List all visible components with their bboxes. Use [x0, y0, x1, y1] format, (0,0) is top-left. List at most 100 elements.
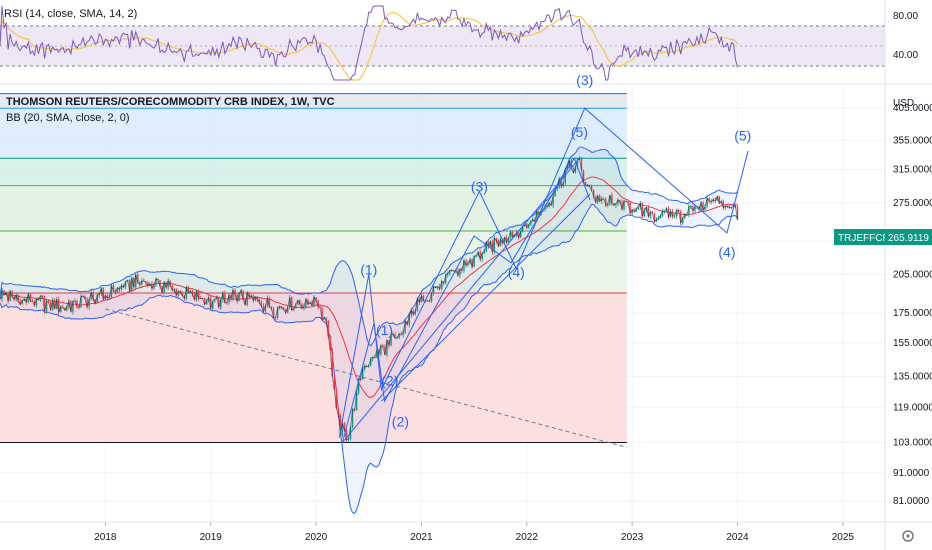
candle-body-287 [580, 158, 583, 171]
wave-label-1: (1) [376, 322, 393, 338]
candle-body-171 [345, 430, 348, 441]
candle-body-95 [191, 291, 194, 295]
candle-body-363 [734, 204, 737, 207]
candle-body-324 [655, 219, 658, 222]
bb-fill [0, 146, 738, 514]
candle-body-317 [641, 203, 643, 217]
dashed-trendline[interactable] [105, 308, 628, 448]
candle-body-149 [301, 304, 303, 309]
candle-body-332 [671, 211, 674, 217]
candle-body-49 [98, 293, 100, 296]
candle-body-265 [536, 211, 538, 222]
candle-body-360 [728, 206, 731, 208]
candle-body-130 [262, 306, 265, 312]
candle-body-93 [187, 287, 190, 294]
fib-zone-0 [0, 93, 627, 109]
wave-label-9: (5) [734, 127, 751, 143]
currency-label: USD [893, 98, 914, 109]
candle-body-42 [84, 296, 86, 299]
candle-body-244 [493, 238, 496, 253]
wave-path-primary[interactable] [338, 107, 749, 438]
candle-body-213 [430, 293, 433, 302]
candle-body-364 [736, 206, 739, 220]
candle-body-138 [278, 306, 281, 309]
candle-body-263 [532, 219, 534, 222]
time-axis[interactable]: 2018 2019 2020 2021 2022 2023 2024 2025 [94, 522, 854, 543]
candle-body-334 [676, 209, 678, 216]
candle-body-83 [167, 280, 169, 288]
candle-body-241 [487, 242, 489, 247]
candle-body-68 [137, 274, 139, 283]
wave-path-secondary[interactable] [341, 157, 591, 443]
candle-body-338 [684, 214, 686, 218]
candle-body-118 [238, 293, 240, 302]
candle-body-243 [491, 241, 494, 253]
candle-body-256 [517, 232, 520, 238]
channel-line-upper[interactable] [342, 157, 580, 443]
candle-body-246 [497, 240, 500, 247]
candle-body-184 [372, 357, 374, 359]
candle-body-26 [51, 300, 54, 310]
candle-body-132 [266, 298, 269, 306]
candle-body-292 [590, 186, 593, 191]
candle-body-337 [682, 217, 684, 224]
candle-body-158 [319, 306, 321, 308]
candle-body-207 [418, 298, 421, 303]
candle-body-281 [568, 160, 571, 168]
candle-body-4 [7, 292, 9, 302]
price-axis[interactable]: 405.0000355.0000315.0000275.0000235.0000… [893, 103, 932, 507]
candle-body-229 [463, 260, 465, 271]
settings-gear-icon[interactable] [902, 530, 914, 542]
candle-body-81 [163, 282, 165, 293]
candle-body-166 [335, 389, 338, 409]
candle-body-58 [116, 287, 119, 293]
channel-line-lower[interactable] [381, 193, 591, 402]
elliott-wave-labels: (1) (1) (2) (2) (3) (4) (5) (3) (4) (5) [360, 72, 751, 429]
candle-body-331 [669, 211, 672, 217]
candle-body-209 [422, 296, 425, 301]
candle-body-147 [297, 300, 299, 305]
time-tick-3: 2021 [410, 532, 433, 543]
candle-body-90 [181, 292, 184, 296]
candle-body-9 [17, 295, 19, 302]
candle-body-108 [218, 297, 220, 308]
time-tick-6: 2024 [726, 532, 749, 543]
fibonacci-retracement[interactable] [0, 93, 627, 444]
candle-body-148 [299, 300, 301, 305]
wave-label-6: (5) [571, 124, 588, 140]
candle-body-33 [66, 306, 68, 311]
candle-body-78 [157, 278, 159, 281]
candle-body-274 [554, 189, 556, 197]
candle-body-60 [120, 285, 123, 290]
rsi-pane[interactable]: RSI (14, close, SMA, 14, 2) 80.00 40.00 [0, 5, 918, 81]
candle-body-150 [303, 306, 305, 309]
candle-body-346 [700, 202, 702, 210]
candle-body-208 [420, 296, 423, 303]
candle-body-279 [564, 169, 566, 184]
candle-body-336 [680, 211, 682, 224]
symbol-badge [834, 229, 885, 245]
bb-lower [0, 203, 738, 515]
candle-body-193 [390, 334, 392, 346]
time-tick-7: 2025 [832, 532, 855, 543]
candle-body-305 [617, 199, 619, 204]
candle-body-167 [337, 408, 340, 416]
wave-label-7: (3) [576, 72, 593, 88]
candle-body-168 [339, 415, 342, 435]
candle-body-218 [440, 281, 443, 289]
candle-body-282 [570, 160, 573, 169]
candle-body-65 [130, 277, 133, 292]
candle-body-128 [258, 299, 261, 303]
candle-body-277 [560, 178, 562, 187]
candle-body-126 [254, 296, 256, 301]
candle-body-247 [499, 239, 502, 247]
candle-body-226 [457, 270, 459, 276]
candle-body-88 [177, 291, 179, 296]
candle-body-357 [722, 201, 725, 208]
candle-body-115 [232, 290, 234, 299]
candle-body-28 [56, 299, 58, 309]
elliott-wave-drawings[interactable] [338, 107, 749, 443]
candle-body-153 [309, 302, 311, 305]
candle-body-1 [1, 290, 3, 300]
